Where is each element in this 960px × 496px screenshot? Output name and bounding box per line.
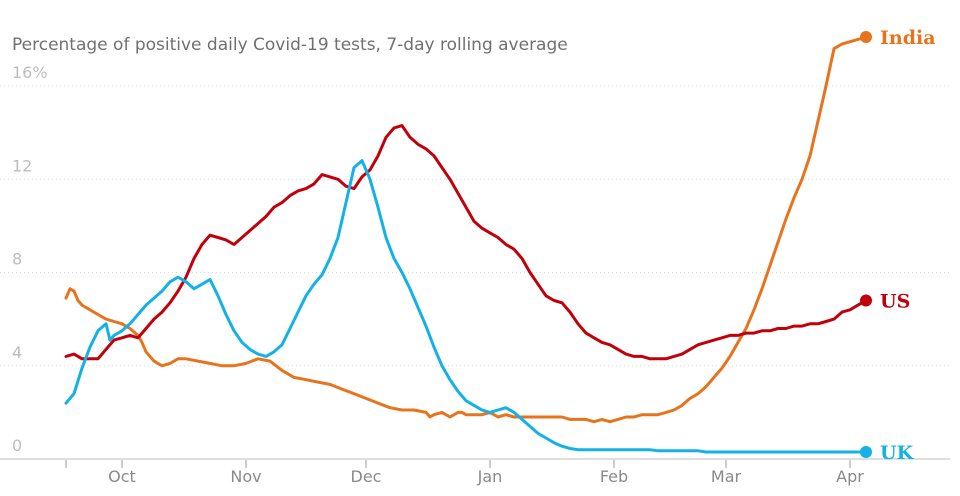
series-lines [64, 35, 868, 454]
y-tick-label: 16% [12, 63, 48, 82]
y-tick-label: 8 [12, 250, 22, 269]
series-end-dot-india [860, 31, 872, 44]
chart-title: Percentage of positive daily Covid-19 te… [12, 35, 568, 55]
x-tick-label: Mar [711, 467, 742, 486]
x-tick-label: Nov [230, 467, 261, 486]
x-tick-label: Feb [600, 467, 628, 486]
series-line-us [64, 124, 868, 361]
series-line-uk [64, 159, 868, 454]
x-tick-label: Apr [836, 467, 864, 486]
series-end-dot-us [860, 294, 872, 307]
series-label-us: US [880, 290, 910, 312]
x-tick-label: Dec [351, 467, 382, 486]
y-tick-label: 12 [12, 156, 32, 175]
y-tick-label: 0 [12, 436, 22, 455]
x-axis-ticks: Oct Nov Dec Jan Feb Mar Apr [65, 460, 864, 486]
series-label-uk: UK [880, 442, 915, 464]
series-end-dot-uk [860, 446, 872, 459]
series-line-india [64, 35, 868, 424]
y-axis-ticks: 0 4 8 12 16% [12, 63, 48, 455]
series-endpoints: India US UK [860, 27, 936, 464]
series-label-india: India [880, 27, 936, 49]
y-tick-label: 4 [12, 343, 22, 362]
x-tick-label: Oct [108, 467, 136, 486]
x-tick-label: Jan [477, 467, 503, 486]
